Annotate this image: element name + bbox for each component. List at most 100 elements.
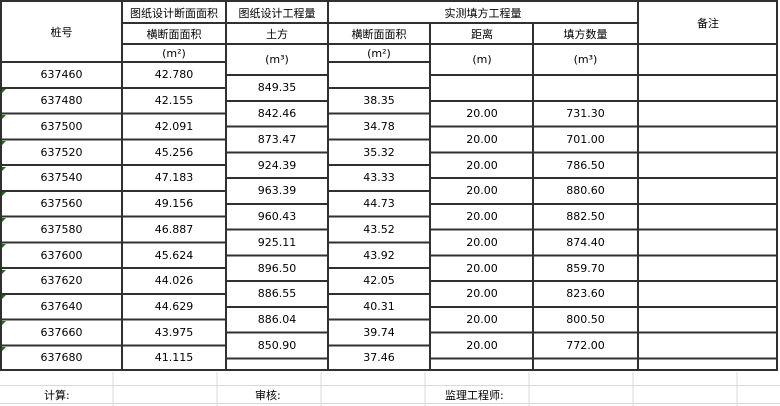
design-area-cell[interactable]: 44.026 (154, 274, 194, 288)
remark-cell[interactable] (639, 281, 777, 307)
measured-area-cell[interactable]: 43.33 (363, 171, 395, 185)
station-cell[interactable]: 637500 (40, 119, 83, 133)
distance-cell[interactable]: 20.00 (466, 235, 498, 249)
header-distance-unit[interactable]: (m) (472, 53, 492, 66)
earthwork-volume-cell[interactable]: 873.47 (257, 132, 297, 146)
header-fill-quantity-sub[interactable]: 填方数量 (563, 27, 608, 41)
header-fill-quantity-unit[interactable]: (m³) (573, 53, 598, 66)
measured-area-cell[interactable]: 34.78 (363, 119, 395, 133)
fill-quantity-cell[interactable]: 800.50 (566, 313, 605, 327)
fill-quantity-cell[interactable]: 731.30 (566, 107, 605, 121)
earthwork-volume-cell[interactable]: 850.90 (257, 338, 297, 352)
measured-area-cell[interactable]: 37.46 (363, 351, 395, 365)
remark-cell[interactable] (639, 44, 777, 75)
distance-cell[interactable] (431, 75, 533, 101)
station-cell[interactable]: 637520 (40, 145, 83, 159)
distance-cell[interactable]: 20.00 (466, 287, 498, 301)
station-cell[interactable]: 637480 (40, 94, 83, 108)
station-cell[interactable]: 637660 (40, 325, 83, 339)
remark-cell[interactable] (639, 333, 777, 359)
fill-quantity-cell[interactable]: 701.00 (566, 132, 605, 146)
earthwork-volume-cell[interactable]: 963.39 (257, 184, 297, 198)
distance-cell[interactable] (431, 358, 533, 370)
remark-cell[interactable] (639, 307, 777, 333)
earthwork-volume-cell[interactable]: 896.50 (257, 261, 297, 275)
header-station[interactable]: 桩号 (50, 26, 73, 39)
measured-area-cell[interactable] (329, 62, 429, 88)
earthwork-volume-cell[interactable]: 886.04 (257, 313, 297, 327)
measured-area-cell[interactable]: 40.31 (363, 300, 395, 314)
distance-cell[interactable]: 20.00 (466, 313, 498, 327)
station-cell[interactable]: 637680 (40, 351, 83, 365)
remark-cell[interactable] (639, 358, 777, 370)
header-measured-section-unit[interactable]: (m²) (367, 46, 391, 60)
earthwork-volume-cell[interactable] (227, 358, 327, 370)
header-measured-section-sub[interactable]: 横断面面积 (351, 27, 407, 41)
distance-cell[interactable]: 20.00 (466, 184, 498, 198)
header-design-section-title[interactable]: 图纸设计断面面积 (130, 6, 218, 20)
remark-cell[interactable] (639, 255, 777, 281)
remark-cell[interactable] (639, 204, 777, 230)
measured-area-cell[interactable]: 44.73 (363, 197, 395, 211)
fill-quantity-cell[interactable] (534, 75, 637, 101)
station-cell[interactable]: 637580 (40, 222, 83, 236)
earthwork-volume-cell[interactable]: 925.11 (257, 235, 297, 249)
earthwork-volume-cell[interactable]: 960.43 (257, 210, 297, 224)
footer-calculated-by-label[interactable]: 计算: (44, 388, 70, 402)
design-area-cell[interactable]: 41.115 (154, 351, 194, 365)
fill-quantity-cell[interactable]: 859.70 (566, 261, 605, 275)
design-area-cell[interactable]: 49.156 (154, 197, 194, 211)
design-area-cell[interactable]: 42.780 (154, 68, 194, 82)
header-design-quantity-title[interactable]: 图纸设计工程量 (238, 6, 316, 20)
station-cell[interactable]: 637620 (40, 274, 83, 288)
measured-area-cell[interactable]: 42.05 (363, 274, 395, 288)
station-cell[interactable]: 637560 (40, 197, 83, 211)
footer-supervising-engineer-label[interactable]: 监理工程师: (445, 388, 504, 402)
design-area-cell[interactable]: 42.155 (154, 94, 194, 108)
design-area-cell[interactable]: 43.975 (154, 325, 194, 339)
distance-cell[interactable]: 20.00 (466, 261, 498, 275)
distance-cell[interactable]: 20.00 (466, 107, 498, 121)
distance-cell[interactable]: 20.00 (466, 210, 498, 224)
header-design-quantity-sub[interactable]: 土方 (266, 27, 288, 41)
measured-area-cell[interactable]: 38.35 (363, 94, 395, 108)
header-design-section-sub[interactable]: 横断面面积 (146, 27, 202, 41)
design-area-cell[interactable]: 44.629 (154, 300, 194, 314)
design-area-cell[interactable]: 45.256 (154, 145, 194, 159)
earthwork-volume-cell[interactable]: 886.55 (257, 287, 297, 301)
header-distance-sub[interactable]: 距离 (471, 27, 493, 41)
fill-quantity-cell[interactable]: 772.00 (566, 338, 605, 352)
remark-cell[interactable] (639, 178, 777, 204)
remark-cell[interactable] (639, 127, 777, 153)
remark-cell[interactable] (639, 101, 777, 127)
distance-cell[interactable]: 20.00 (466, 338, 498, 352)
remark-cell[interactable] (639, 152, 777, 178)
measured-area-cell[interactable]: 35.32 (363, 145, 395, 159)
distance-cell[interactable]: 20.00 (466, 158, 498, 172)
earthwork-volume-cell[interactable]: 842.46 (257, 107, 297, 121)
fill-quantity-cell[interactable]: 880.60 (566, 184, 605, 198)
fill-quantity-cell[interactable]: 882.50 (566, 210, 605, 224)
footer-reviewed-by-label[interactable]: 审核: (255, 388, 281, 402)
remark-cell[interactable] (639, 75, 777, 101)
remark-cell[interactable] (639, 230, 777, 256)
design-area-cell[interactable]: 42.091 (154, 119, 194, 133)
earthwork-volume-cell[interactable]: 924.39 (257, 158, 297, 172)
design-area-cell[interactable]: 46.887 (154, 222, 194, 236)
station-cell[interactable]: 637640 (40, 300, 83, 314)
station-cell[interactable]: 637600 (40, 248, 83, 262)
earthwork-volume-cell[interactable]: 849.35 (257, 81, 297, 95)
fill-quantity-cell[interactable]: 823.60 (566, 287, 605, 301)
fill-quantity-cell[interactable] (534, 358, 637, 370)
measured-area-cell[interactable]: 43.92 (363, 248, 395, 262)
station-cell[interactable]: 637540 (40, 171, 83, 185)
header-measured-group[interactable]: 实测填方工程量 (444, 6, 522, 20)
fill-quantity-cell[interactable]: 786.50 (566, 158, 605, 172)
design-area-cell[interactable]: 45.624 (154, 248, 194, 262)
fill-quantity-cell[interactable]: 874.40 (566, 235, 605, 249)
header-design-quantity-unit[interactable]: (m³) (265, 53, 289, 66)
header-design-section-unit[interactable]: (m²) (162, 46, 186, 60)
measured-area-cell[interactable]: 39.74 (363, 325, 395, 339)
header-remark[interactable]: 备注 (697, 17, 719, 30)
station-cell[interactable]: 637460 (40, 68, 83, 82)
